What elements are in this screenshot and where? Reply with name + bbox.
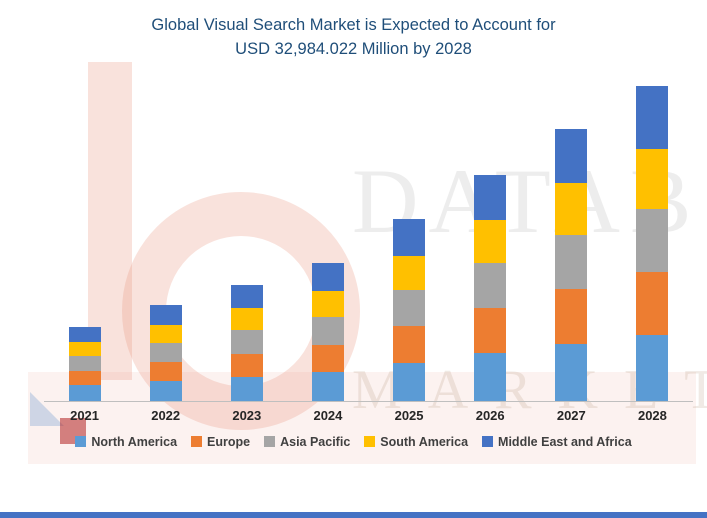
bar-segment [393, 326, 426, 363]
bar-segment [636, 86, 669, 150]
stacked-bar-2021 [68, 327, 101, 401]
bar-segment [230, 308, 263, 331]
bar-segment [230, 376, 263, 401]
bar-cell-2028 [612, 86, 693, 401]
bar-segment [311, 344, 344, 373]
legend-label: Europe [207, 434, 251, 449]
stacked-bar-2027 [555, 128, 588, 401]
stacked-bar-2026 [474, 174, 507, 401]
bar-segment [555, 183, 588, 235]
bar-segment [149, 361, 182, 381]
x-axis-label: 2026 [475, 407, 505, 423]
plot-area [44, 86, 693, 402]
legend: North America Europe Asia Pacific South Ame… [0, 435, 707, 449]
bar-cell-2022 [125, 86, 206, 401]
chart-title: Global Visual Search Market is Expected … [20, 14, 687, 62]
bar-segment [555, 343, 588, 401]
legend-swatch [264, 436, 276, 448]
bar-segment [393, 255, 426, 291]
bar-segment [311, 372, 344, 401]
bar-segment [230, 330, 263, 354]
legend-label: Middle East and Africa [498, 434, 632, 449]
chart-title-line1: Global Visual Search Market is Expected … [151, 16, 556, 34]
bar-segment [311, 317, 344, 345]
bar-segment [311, 263, 344, 291]
legend-item: South America [364, 435, 468, 449]
legend-swatch [75, 436, 87, 448]
bar-segment [68, 370, 101, 386]
bar-segment [68, 327, 101, 343]
bar-segment [636, 271, 669, 335]
bar-segment [393, 362, 426, 401]
bar-segment [636, 149, 669, 209]
bar-segment [555, 128, 588, 184]
legend-label: South America [380, 434, 469, 449]
chart-title-line2: USD 32,984.022 Million by 2028 [235, 39, 472, 58]
stacked-bar-2025 [393, 219, 426, 401]
bar-segment [68, 355, 101, 371]
bar-cell-2025 [369, 86, 450, 401]
bar-segment [149, 380, 182, 401]
x-axis-label: 2025 [394, 407, 424, 423]
bar-segment [149, 324, 182, 343]
bar-segment [636, 208, 669, 272]
legend-swatch [364, 436, 376, 448]
x-axis-label: 2021 [70, 407, 100, 423]
x-axis-label: 2024 [313, 407, 343, 423]
bottom-accent-strip [0, 512, 707, 518]
bar-segment [230, 353, 263, 377]
bar-segment [474, 353, 507, 401]
x-axis-labels: 2021 2022 2023 2024 2025 2026 2027 2028 [44, 408, 693, 423]
bar-cell-2023 [206, 86, 287, 401]
x-axis-label: 2027 [556, 407, 586, 423]
stacked-bar-2022 [149, 305, 182, 401]
bar-segment [474, 307, 507, 354]
bar-cell-2024 [287, 86, 368, 401]
stacked-bar-2024 [311, 263, 344, 401]
bar-segment [636, 334, 669, 401]
bar-cell-2027 [531, 86, 612, 401]
bar-segment [474, 219, 507, 263]
stacked-bar-2023 [230, 285, 263, 401]
chart-area: 2021 2022 2023 2024 2025 2026 2027 2028 [44, 86, 693, 423]
bar-segment [474, 262, 507, 308]
legend-item: North America [75, 435, 177, 449]
legend-label: Asia Pacific [280, 434, 351, 449]
x-axis-label: 2022 [151, 407, 181, 423]
bar-segment [311, 290, 344, 318]
bar-segment [555, 234, 588, 290]
bar-segment [474, 174, 507, 220]
legend-item: Asia Pacific [264, 435, 350, 449]
stacked-bar-2028 [636, 86, 669, 401]
bar-segment [149, 305, 182, 325]
legend-label: North America [91, 434, 178, 449]
legend-swatch [191, 436, 203, 448]
bar-segment [393, 219, 426, 256]
legend-item: Middle East and Africa [482, 435, 632, 449]
bar-cell-2026 [450, 86, 531, 401]
x-axis-label: 2023 [232, 407, 262, 423]
bar-cell-2021 [44, 86, 125, 401]
x-axis-label: 2028 [637, 407, 667, 423]
bar-segment [149, 342, 182, 362]
legend-item: Europe [191, 435, 250, 449]
bar-segment [230, 285, 263, 309]
legend-swatch [482, 436, 494, 448]
bar-segment [393, 290, 426, 327]
bar-segment [68, 342, 101, 356]
bar-segment [68, 385, 101, 401]
bar-segment [555, 289, 588, 344]
